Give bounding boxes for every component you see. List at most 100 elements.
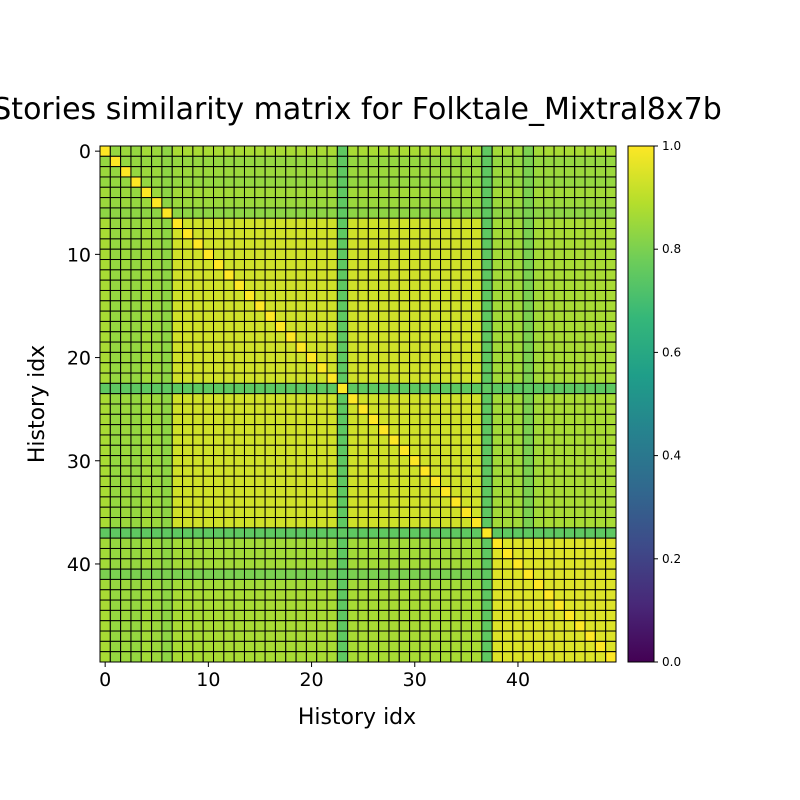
heatmap-cell: [305, 496, 318, 508]
heatmap-cell: [450, 248, 462, 261]
heatmap-cell: [264, 217, 276, 230]
heatmap-cell: [481, 444, 493, 457]
heatmap-cell: [120, 537, 132, 549]
heatmap-cell: [378, 578, 390, 591]
heatmap-cell: [243, 486, 256, 498]
heatmap-cell: [254, 166, 266, 178]
heatmap-cell: [151, 537, 163, 549]
heatmap-cell: [429, 279, 442, 291]
heatmap-cell: [285, 517, 297, 529]
heatmap-cell: [605, 310, 617, 322]
heatmap-cell: [305, 506, 318, 519]
heatmap-cell: [388, 589, 400, 601]
heatmap-cell: [120, 166, 132, 178]
heatmap-cell: [295, 403, 307, 415]
heatmap-cell: [398, 197, 411, 209]
heatmap-cell: [213, 207, 225, 219]
heatmap-cell: [512, 300, 524, 312]
heatmap-cell: [151, 289, 163, 302]
heatmap-cell: [367, 155, 380, 168]
heatmap-cell: [316, 403, 328, 415]
heatmap-cell: [367, 341, 380, 353]
heatmap-cell: [295, 537, 307, 549]
heatmap-cell: [419, 578, 431, 591]
heatmap-cell: [151, 331, 163, 343]
heatmap-cell: [491, 176, 503, 188]
heatmap-cell: [305, 279, 318, 291]
heatmap-cell: [151, 186, 163, 199]
heatmap-cell: [223, 279, 235, 291]
heatmap-cell: [491, 444, 503, 457]
heatmap-cell: [347, 599, 359, 611]
heatmap-cell: [501, 537, 514, 549]
heatmap-cell: [202, 640, 215, 653]
heatmap-cell: [130, 155, 142, 168]
heatmap-cell: [213, 176, 225, 188]
heatmap-cell: [471, 651, 483, 663]
heatmap-cell: [109, 155, 122, 168]
heatmap-cell: [553, 578, 565, 591]
heatmap-cell: [522, 651, 534, 663]
heatmap-cell: [491, 403, 503, 415]
heatmap-cell: [254, 351, 266, 364]
heatmap-cell: [584, 228, 596, 240]
heatmap-cell: [522, 475, 534, 488]
heatmap-cell: [491, 197, 503, 209]
heatmap-cell: [254, 197, 266, 209]
heatmap-cell: [419, 444, 431, 457]
heatmap-cell: [501, 496, 514, 508]
heatmap-cell: [367, 403, 380, 415]
heatmap-cell: [605, 578, 617, 591]
heatmap-cell: [171, 166, 184, 178]
heatmap-cell: [99, 186, 111, 199]
heatmap-cell: [481, 310, 493, 322]
heatmap-cell: [202, 444, 215, 457]
heatmap-cell: [151, 269, 163, 281]
heatmap-cell: [171, 455, 184, 467]
heatmap-cell: [213, 331, 225, 343]
heatmap-cell: [378, 197, 390, 209]
heatmap-cell: [264, 393, 276, 405]
heatmap-cell: [532, 609, 545, 622]
heatmap-cell: [264, 207, 276, 219]
heatmap-cell: [532, 537, 545, 549]
heatmap-cell: [543, 145, 555, 157]
heatmap-cell: [264, 186, 276, 199]
heatmap-cell: [161, 166, 173, 178]
heatmap-cell: [409, 372, 421, 384]
heatmap-cell: [213, 186, 225, 199]
heatmap-cell: [151, 527, 163, 539]
heatmap-cell: [274, 651, 287, 663]
heatmap-cell: [223, 145, 235, 157]
heatmap-cell: [202, 197, 215, 209]
heatmap-cell: [378, 393, 390, 405]
heatmap-cell: [243, 620, 256, 632]
heatmap-cell: [429, 599, 442, 611]
heatmap-cell: [254, 465, 266, 477]
heatmap-cell: [563, 475, 576, 488]
heatmap-cell: [357, 517, 369, 529]
heatmap-cell: [233, 578, 245, 591]
heatmap-cell: [574, 217, 586, 230]
heatmap-cell: [171, 413, 184, 426]
heatmap-cell: [501, 331, 514, 343]
heatmap-cell: [109, 372, 122, 384]
heatmap-cell: [233, 393, 245, 405]
heatmap-cell: [274, 609, 287, 622]
heatmap-cell: [419, 558, 431, 570]
heatmap-cell: [130, 424, 142, 436]
heatmap-cell: [213, 372, 225, 384]
heatmap-cell: [398, 248, 411, 261]
heatmap-cell: [594, 259, 607, 271]
heatmap-cell: [574, 444, 586, 457]
heatmap-cell: [99, 207, 111, 219]
heatmap-cell: [460, 228, 473, 240]
heatmap-cell: [367, 568, 380, 580]
heatmap-cell: [243, 289, 256, 302]
heatmap-cell: [471, 547, 483, 560]
heatmap-cell: [264, 475, 276, 488]
heatmap-cell: [450, 238, 462, 250]
heatmap-cell: [553, 166, 565, 178]
heatmap-cell: [182, 393, 194, 405]
heatmap-cell: [450, 228, 462, 240]
